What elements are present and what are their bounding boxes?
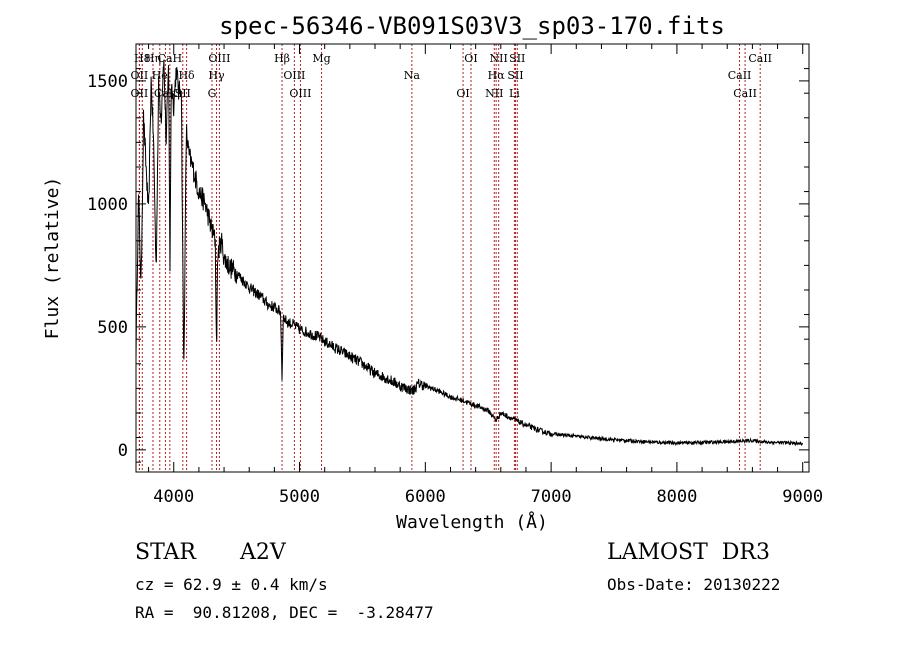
spectral-line-label: OII bbox=[131, 69, 149, 82]
spectral-line-label: SII bbox=[175, 87, 191, 100]
y-tick-label: 1500 bbox=[87, 72, 128, 92]
object-class: STAR bbox=[135, 540, 196, 565]
flux-series-line bbox=[135, 59, 803, 447]
spectral-line-label: Hη bbox=[145, 52, 161, 65]
coordinates: RA = 90.81208, DEC = -3.28477 bbox=[135, 603, 434, 622]
y-tick-label: 0 bbox=[118, 441, 128, 461]
spectral-line-label: CaII bbox=[728, 69, 752, 82]
x-tick-label: 6000 bbox=[405, 487, 446, 507]
x-tick-label: 5000 bbox=[279, 487, 320, 507]
spectral-line-label: Hα bbox=[488, 69, 506, 82]
spectral-line-label: Hγ bbox=[208, 69, 225, 82]
x-tick-label: 9000 bbox=[782, 487, 823, 507]
chart-title: spec-56346-VB091S03V3_sp03-170.fits bbox=[219, 12, 725, 40]
spectral-line-label: OIII bbox=[283, 69, 305, 82]
spectral-line-label: CaH bbox=[158, 52, 183, 65]
spectral-line-label: Li bbox=[509, 87, 520, 100]
spectral-line-label: Hδ bbox=[178, 69, 195, 82]
y-tick-label: 500 bbox=[97, 318, 128, 338]
observation-date: Obs-Date: 20130222 bbox=[607, 575, 781, 594]
spectral-line-label: Mg bbox=[312, 52, 330, 65]
x-axis-label: Wavelength (Å) bbox=[396, 511, 548, 533]
spectral-line-label: OIII bbox=[208, 52, 230, 65]
spectral-line-label: He bbox=[152, 69, 168, 82]
plot-frame bbox=[135, 43, 810, 473]
redshift-velocity: cz = 62.9 ± 0.4 km/s bbox=[135, 575, 328, 594]
y-axis-label: Flux (relative) bbox=[42, 177, 63, 340]
spectral-line-label: NII bbox=[490, 52, 508, 65]
x-tick-label: 4000 bbox=[153, 487, 194, 507]
spectral-line-label: H8 bbox=[134, 52, 151, 65]
x-tick-label: 8000 bbox=[656, 487, 697, 507]
spectral-line-label: SII bbox=[507, 69, 523, 82]
y-tick-label: 1000 bbox=[87, 195, 128, 215]
spectrum-chart: spec-56346-VB091S03V3_sp03-170.fits H8 OI… bbox=[42, 12, 823, 533]
spectral-line-label: OIII bbox=[289, 87, 311, 100]
spectral-line-markers bbox=[138, 44, 761, 472]
spectral-line-label: Na bbox=[404, 69, 421, 82]
spectral-line-label: OI bbox=[464, 52, 477, 65]
spectral-line-label: SII bbox=[509, 52, 525, 65]
spectral-line-label: NII bbox=[485, 87, 503, 100]
x-tick-label: 7000 bbox=[531, 487, 572, 507]
survey-name: LAMOST DR3 bbox=[607, 540, 770, 565]
spectral-line-label: G bbox=[208, 87, 217, 100]
spectral-line-label: CaII bbox=[733, 87, 757, 100]
object-subclass: A2V bbox=[240, 540, 286, 565]
axis-ticks: 4000 5000 6000 7000 8000 9000 0 500 1000 1500 bbox=[87, 44, 823, 507]
spectral-line-label: CaII bbox=[748, 52, 772, 65]
spectral-line-labels: H8OIIOIIHηHeCaKCaHHδSIIOIIIHγGHβOIIIOIII… bbox=[131, 52, 772, 100]
spectral-line-label: Hβ bbox=[274, 52, 290, 65]
spectral-line-label: OI bbox=[456, 87, 469, 100]
